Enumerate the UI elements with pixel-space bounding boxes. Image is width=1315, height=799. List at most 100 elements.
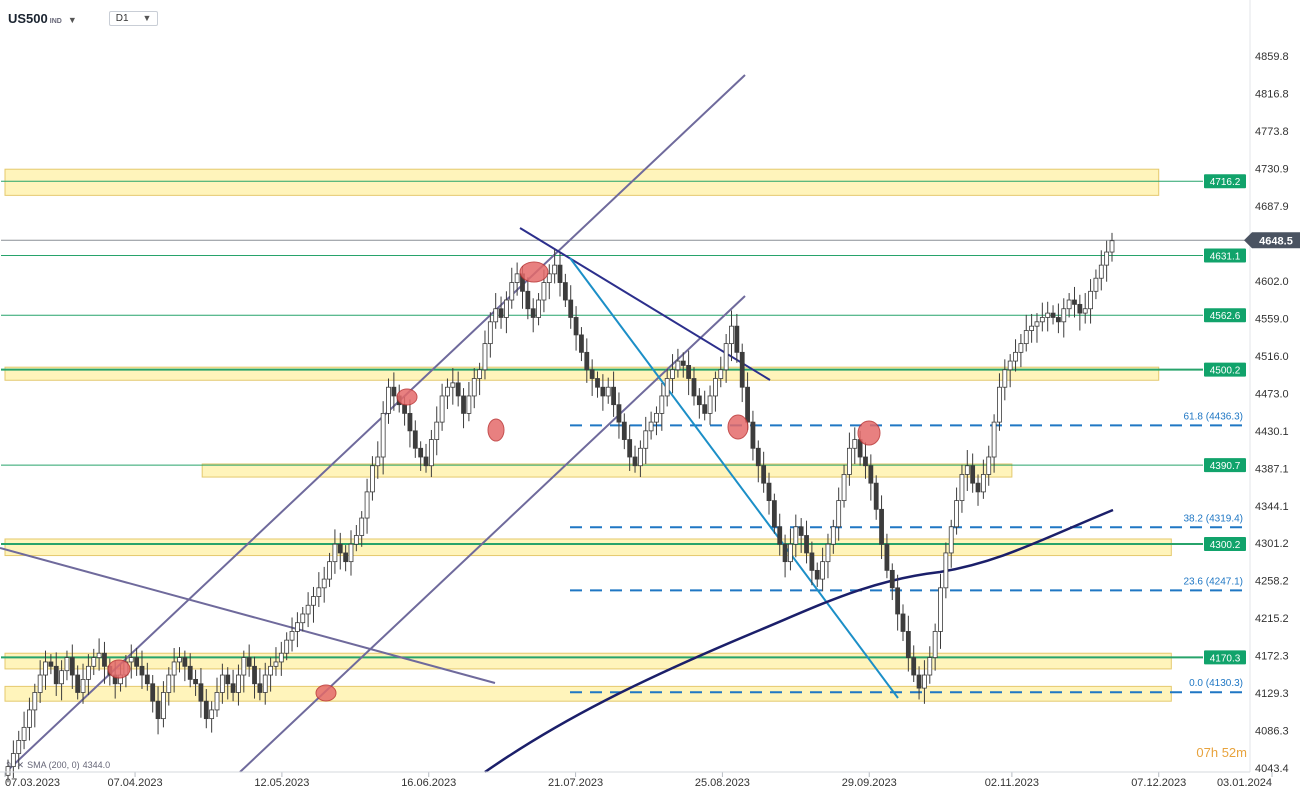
- candle-body-45: [246, 657, 252, 667]
- timeframe-selector[interactable]: D1 ▼: [108, 10, 159, 26]
- candle-body-51: [278, 652, 284, 663]
- candle-body-74: [402, 404, 407, 414]
- candle-body-136: [734, 325, 740, 353]
- candle-body-120: [648, 421, 654, 432]
- candle-body-141: [761, 465, 767, 484]
- candle-body-28: [155, 700, 161, 720]
- candle-body-65: [353, 535, 359, 545]
- candle-body-81: [439, 395, 445, 423]
- symbol-selector[interactable]: US500 IND ▼: [8, 11, 77, 26]
- candle-body-168: [905, 631, 911, 658]
- candle-body-173: [932, 631, 938, 658]
- candle-body-15: [85, 665, 91, 680]
- candle-body-0: [5, 766, 11, 776]
- pivot-marker-3: [487, 418, 505, 442]
- candle-body-175: [943, 552, 949, 589]
- chevron-down-icon[interactable]: ▼: [67, 14, 77, 25]
- candle-body-64: [348, 543, 354, 563]
- candle-body-154: [830, 526, 836, 545]
- candle-body-24: [134, 657, 140, 667]
- y-tick-label-18: 4043.4: [1255, 763, 1289, 775]
- candle-body-201: [1082, 308, 1088, 314]
- x-tick-label-5: 25.08.2023: [695, 777, 750, 789]
- sma-close-icon[interactable]: ✕: [16, 760, 25, 770]
- candle-body-40: [219, 674, 225, 693]
- candle-body-54: [294, 622, 300, 632]
- candle-body-178: [959, 474, 965, 502]
- price-level-badge-4: [1204, 458, 1246, 473]
- candle-body-160: [863, 456, 868, 467]
- candle-body-190: [1023, 330, 1029, 345]
- price-level-label-6: 4170.3: [1210, 653, 1241, 664]
- timer-hours: 07h: [1196, 745, 1219, 760]
- descending-trendline-left[interactable]: [0, 547, 496, 684]
- candle-body-31: [171, 661, 177, 676]
- candle-body-29: [161, 692, 166, 720]
- candle-body-42: [230, 683, 236, 693]
- candle-body-79: [428, 439, 434, 467]
- candle-timer: 07h 52m: [1196, 745, 1247, 760]
- candle-body-139: [750, 421, 756, 449]
- candle-body-128: [691, 378, 697, 397]
- candle-body-50: [273, 661, 279, 667]
- candle-body-102: [552, 264, 558, 275]
- pivot-marker-1: [519, 261, 549, 283]
- candle-body-39: [214, 692, 220, 711]
- candle-body-26: [144, 674, 150, 685]
- candle-body-197: [1061, 308, 1067, 323]
- candle-body-130: [702, 404, 708, 414]
- sma-settings-icon[interactable]: ✎: [6, 760, 14, 770]
- candle-body-116: [627, 439, 633, 458]
- y-tick-label-8: 4473.0: [1255, 388, 1289, 400]
- sma-indicator-label[interactable]: ✎ ✕ SMA (200, 0) 4344.0: [6, 760, 110, 771]
- candle-body-132: [713, 378, 718, 397]
- pivot-marker-6: [315, 684, 337, 702]
- candle-body-181: [975, 482, 981, 493]
- candle-body-138: [745, 386, 750, 423]
- fib-level-label-3: 0.0 (4130.3): [1189, 678, 1243, 689]
- candle-body-7: [43, 661, 48, 676]
- candle-body-183: [986, 456, 992, 475]
- candle-body-17: [96, 652, 102, 658]
- candle-body-49: [268, 665, 274, 676]
- y-tick-label-6: 4559.0: [1255, 313, 1289, 325]
- candle-body-67: [364, 491, 370, 519]
- candle-body-171: [922, 674, 927, 689]
- candle-body-58: [316, 587, 322, 597]
- candle-body-32: [177, 657, 182, 663]
- candle-body-75: [407, 412, 413, 432]
- y-tick-label-9: 4430.1: [1255, 426, 1289, 438]
- candle-body-98: [530, 308, 536, 318]
- candle-body-174: [938, 587, 943, 632]
- candle-body-189: [1018, 343, 1024, 353]
- candle-body-86: [466, 395, 472, 414]
- candle-body-193: [1039, 317, 1045, 323]
- price-level-label-1: 4631.1: [1210, 251, 1241, 262]
- candle-body-2: [16, 740, 22, 754]
- candle-body-71: [386, 386, 391, 414]
- candle-body-61: [332, 543, 338, 563]
- candle-body-60: [327, 561, 332, 580]
- candle-body-16: [91, 657, 97, 667]
- candle-body-18: [102, 652, 107, 667]
- candle-body-46: [252, 665, 257, 685]
- y-tick-label-3: 4730.9: [1255, 163, 1289, 175]
- candle-body-9: [53, 665, 59, 685]
- candle-body-149: [804, 535, 809, 554]
- y-tick-label-15: 4172.3: [1255, 651, 1289, 663]
- candle-body-150: [809, 552, 815, 571]
- sma-200-line[interactable]: [484, 508, 1114, 774]
- price-level-badge-6: [1204, 650, 1246, 665]
- candle-body-147: [793, 526, 799, 545]
- candle-body-57: [311, 596, 316, 606]
- candle-body-36: [198, 683, 204, 702]
- y-tick-label-13: 4258.2: [1255, 576, 1289, 588]
- candle-body-104: [562, 282, 568, 301]
- support-resistance-zone-3: [4, 538, 1172, 557]
- candle-body-206: [1109, 240, 1115, 253]
- candle-body-77: [418, 447, 424, 458]
- candle-body-203: [1093, 277, 1099, 292]
- blue-trendline[interactable]: [569, 257, 899, 699]
- symbol-type: IND: [49, 17, 62, 25]
